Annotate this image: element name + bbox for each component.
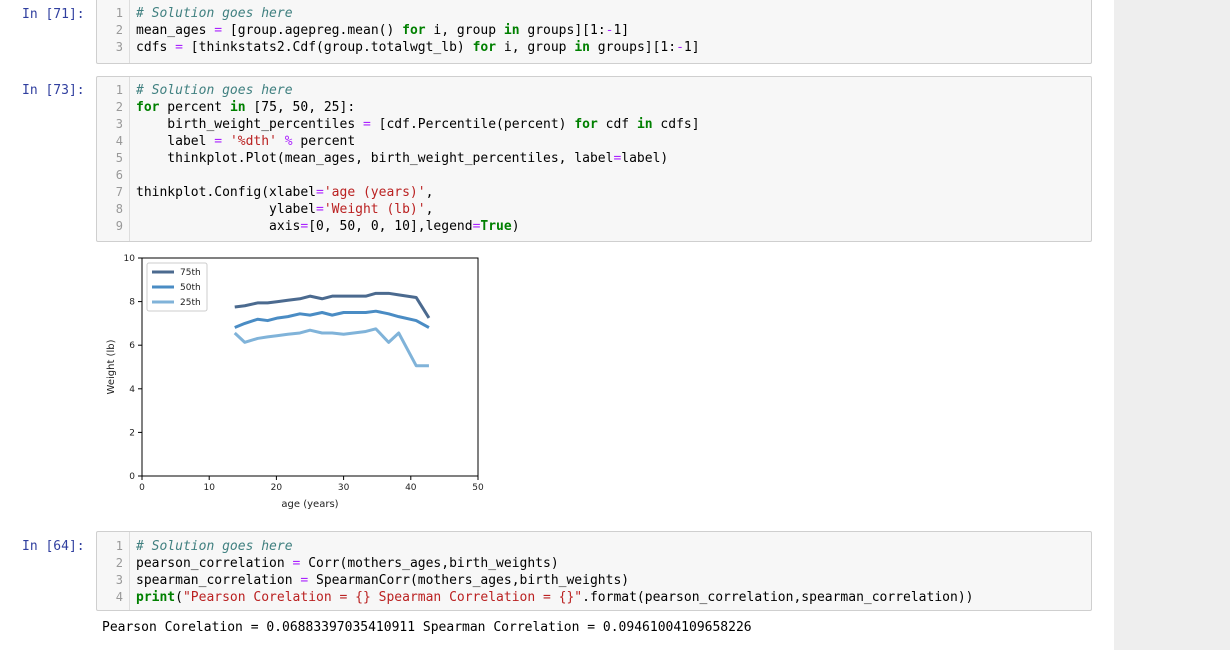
line-number: 9 bbox=[115, 219, 123, 233]
code-text: spearman_correlation = SpearmanCorr(moth… bbox=[136, 573, 630, 588]
x-tick-label: 0 bbox=[139, 483, 145, 493]
line-number: 8 bbox=[115, 202, 123, 216]
line-number: 2 bbox=[115, 100, 123, 114]
legend-label: 50th bbox=[180, 283, 201, 293]
y-tick-label: 2 bbox=[129, 428, 135, 438]
code-text: thinkplot.Config(xlabel='age (years)', bbox=[136, 185, 434, 200]
legend-box bbox=[146, 262, 208, 312]
line-number: 1 bbox=[115, 6, 123, 20]
code-text: axis=[0, 50, 0, 10],legend=True) bbox=[136, 219, 520, 234]
x-tick-label: 50 bbox=[472, 483, 484, 493]
series-line-75th bbox=[234, 291, 431, 319]
line-number-gutter bbox=[129, 0, 130, 63]
code-text: # Solution goes here bbox=[136, 6, 293, 21]
code-text: cdfs = [thinkstats2.Cdf(group.totalwgt_l… bbox=[136, 40, 700, 55]
x-tick-label: 10 bbox=[203, 483, 215, 493]
code-text: ylabel='Weight (lb)', bbox=[136, 202, 434, 217]
y-tick-label: 6 bbox=[129, 341, 135, 351]
plot-output: 0 10 20 30 40 50 0 2 4 6 8 10 age (years) Weight (lb)… bbox=[96, 246, 496, 516]
line-number: 5 bbox=[115, 151, 123, 165]
line-number: 3 bbox=[115, 573, 123, 587]
line-number: 3 bbox=[115, 117, 123, 131]
y-tick-label: 0 bbox=[129, 472, 135, 482]
code-editor[interactable]: 1 # Solution goes here 2 pearson_correlatio… bbox=[96, 531, 1092, 611]
line-number: 3 bbox=[115, 40, 123, 54]
cell-prompt: In [64]: bbox=[22, 539, 85, 554]
code-text: # Solution goes here bbox=[136, 539, 293, 554]
code-text: label = '%dth' % percent bbox=[136, 134, 356, 149]
right-gutter bbox=[1114, 0, 1230, 650]
legend-label: 75th bbox=[180, 268, 201, 278]
code-text: pearson_correlation = Corr(mothers_ages,… bbox=[136, 556, 559, 571]
series-line-50th bbox=[234, 309, 430, 329]
y-tick-label: 10 bbox=[124, 254, 136, 264]
code-editor[interactable]: 1 # Solution goes here 2 mean_ages = [group… bbox=[96, 0, 1092, 64]
y-axis-label: Weight (lb) bbox=[106, 339, 117, 394]
code-text: # Solution goes here bbox=[136, 83, 293, 98]
x-tick-label: 20 bbox=[271, 483, 283, 493]
code-text: thinkplot.Plot(mean_ages, birth_weight_p… bbox=[136, 151, 669, 166]
line-number: 7 bbox=[115, 185, 123, 199]
line-number: 2 bbox=[115, 556, 123, 570]
cell-output-text: Pearson Corelation = 0.06883397035410911… bbox=[102, 620, 752, 635]
legend-label: 25th bbox=[180, 298, 201, 308]
code-text: mean_ages = [group.agepreg.mean() for i,… bbox=[136, 23, 630, 38]
code-text: print("Pearson Corelation = {} Spearman … bbox=[136, 590, 974, 605]
cell-prompt: In [71]: bbox=[22, 7, 85, 22]
line-number: 1 bbox=[115, 539, 123, 553]
line-number: 4 bbox=[115, 134, 123, 148]
code-text: birth_weight_percentiles = [cdf.Percenti… bbox=[136, 117, 700, 132]
series-line-25th bbox=[233, 327, 429, 368]
line-number: 4 bbox=[115, 590, 123, 604]
code-editor[interactable]: 1 # Solution goes here 2 for percent in [75… bbox=[96, 76, 1092, 242]
y-tick-label: 4 bbox=[129, 385, 135, 395]
line-number-gutter bbox=[129, 532, 130, 610]
line-number: 1 bbox=[115, 83, 123, 97]
percentile-line-chart: 0 10 20 30 40 50 0 2 4 6 8 10 age (years) Weight (lb)… bbox=[106, 254, 484, 510]
x-tick-label: 40 bbox=[405, 483, 417, 493]
code-text: for percent in [75, 50, 25]: bbox=[136, 100, 356, 115]
cell-prompt: In [73]: bbox=[22, 83, 85, 98]
line-number: 6 bbox=[115, 168, 123, 182]
x-tick-label: 30 bbox=[338, 483, 350, 493]
line-number-gutter bbox=[129, 77, 130, 241]
y-tick-label: 8 bbox=[129, 298, 135, 308]
x-axis-label: age (years) bbox=[281, 499, 338, 510]
line-number: 2 bbox=[115, 23, 123, 37]
